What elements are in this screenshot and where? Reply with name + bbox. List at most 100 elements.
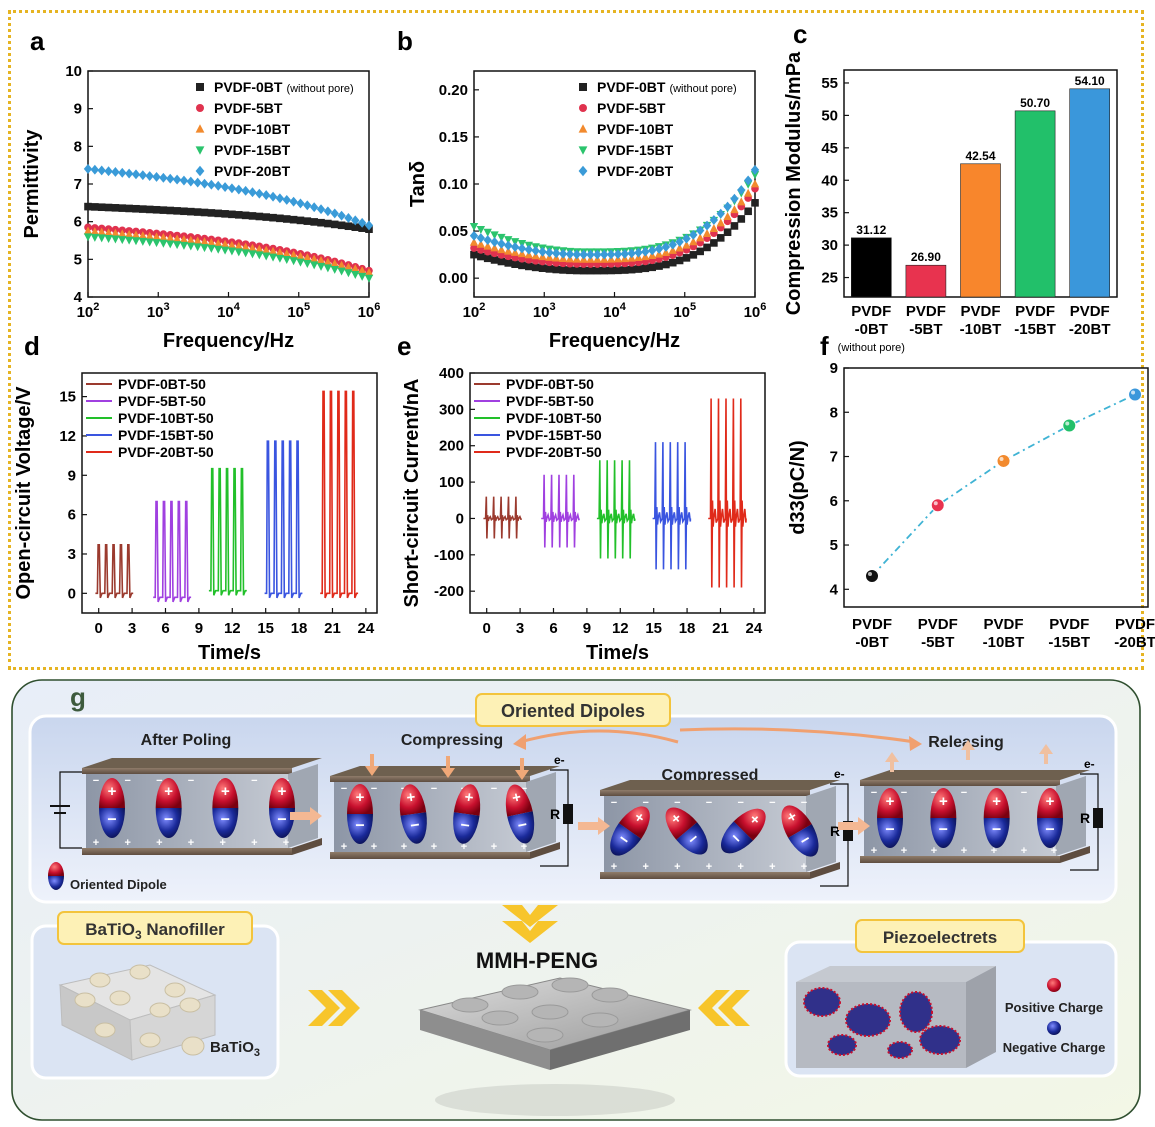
data-point [200, 244, 209, 253]
bar-value-label: 31.12 [856, 223, 886, 237]
legend: PVDF-0BT (without pore) PVDF-5BT PVDF-10BT P… [578, 79, 737, 179]
data-point [579, 266, 588, 275]
data-point [330, 220, 339, 229]
data-point [517, 243, 527, 254]
data-point [572, 249, 581, 260]
minus-charge: − [521, 783, 527, 795]
data-point [227, 183, 237, 194]
panel-label-e: e [397, 331, 411, 361]
data-point [166, 173, 175, 184]
x-tick-label: PVDF [906, 303, 946, 320]
data-point [139, 205, 147, 213]
x-tick-label: 102 [77, 301, 100, 321]
legend: PVDF-0BT-50PVDF-5BT-50PVDF-10BT-50PVDF-1… [86, 376, 214, 460]
data-point [696, 247, 704, 256]
data-point [689, 251, 698, 259]
plus-sign: + [939, 793, 948, 810]
data-point [289, 250, 298, 259]
y-tick-label: 5 [74, 251, 82, 268]
legend-marker [578, 146, 588, 155]
minus-sign: − [277, 812, 286, 829]
data-point [337, 260, 346, 269]
data-point [97, 234, 106, 243]
device-front [420, 1010, 550, 1070]
x-tick-label: 106 [744, 301, 767, 321]
legend-label: PVDF-5BT [597, 100, 666, 116]
x-tick-label: 0 [483, 620, 491, 637]
bar [850, 237, 892, 298]
y-tick-label: 0.05 [439, 223, 468, 240]
legend-dipole-neg [48, 876, 64, 890]
x-tick-label: PVDF [852, 616, 892, 633]
x-tick-label: 12 [224, 620, 241, 637]
bar-value-label: 50.70 [1020, 96, 1050, 110]
dipole-positive [733, 808, 766, 841]
data-point [330, 265, 339, 274]
data-point [159, 239, 168, 248]
data-point [510, 242, 520, 252]
data-point [268, 246, 278, 255]
down-chevron [502, 921, 558, 943]
plus-charge: + [801, 861, 807, 873]
data-point [282, 194, 291, 205]
y-tick-label: 4 [74, 289, 83, 306]
legend-marker [195, 165, 205, 177]
x-tick-label: 104 [603, 301, 627, 321]
data-point [483, 228, 492, 237]
stage-label: After Poling [141, 732, 232, 749]
legend-label: PVDF-20BT-50 [118, 444, 214, 460]
data-point [131, 237, 141, 246]
data-point [490, 249, 499, 258]
minus-sign: − [221, 812, 230, 829]
data-point [207, 179, 216, 190]
legend-label: PVDF-15BT [214, 142, 291, 158]
piezo-block-side [966, 966, 996, 1068]
series-PVDF-10BT [83, 226, 374, 276]
plus-charge: + [219, 837, 225, 849]
legend-label: PVDF-5BT-50 [118, 393, 206, 409]
device-dimple [591, 987, 629, 1003]
data-point [483, 247, 492, 256]
y-tick-label: 300 [439, 401, 464, 418]
data-point [723, 228, 732, 237]
data-point [344, 222, 353, 231]
plus-charge: + [341, 841, 347, 853]
x-tick-label: 24 [746, 620, 763, 637]
minus-charge: − [491, 783, 497, 795]
data-point [214, 245, 223, 254]
data-point [152, 205, 161, 214]
batio3-particle [129, 964, 151, 980]
dipole: +− [983, 788, 1010, 849]
plus-charge: + [431, 841, 437, 853]
data-point [730, 222, 739, 230]
legend-marker [579, 83, 587, 91]
data-point [357, 272, 367, 281]
x-tick-label: -20BT [1069, 321, 1111, 338]
legend-marker [196, 104, 204, 112]
data-point [552, 265, 561, 274]
y-tick-label: 9 [74, 101, 82, 118]
data-point [593, 249, 602, 260]
x-tick-label: 6 [161, 620, 169, 637]
legend-label: PVDF-20BT [214, 163, 291, 179]
data-point [483, 235, 492, 246]
dipole-positive [155, 778, 182, 808]
y-axis-title: d33(pC/N) [787, 440, 809, 534]
y-tick-label: 200 [439, 438, 464, 455]
electron-label: e- [554, 753, 565, 767]
x-axis-title: Frequency/Hz [549, 330, 680, 352]
data-point [750, 179, 760, 188]
data-point [207, 244, 216, 253]
data-point [214, 209, 223, 218]
point-highlight [1131, 390, 1136, 395]
data-point [323, 257, 333, 266]
x-tick-label: 104 [217, 301, 241, 321]
top-plate [860, 770, 1090, 780]
data-point [586, 266, 595, 275]
data-point [751, 199, 759, 207]
plot-frame [469, 372, 766, 614]
minus-charge: − [251, 775, 257, 787]
x-tick-label: 18 [679, 620, 696, 637]
legend-label: PVDF-10BT [214, 121, 291, 137]
data-point [613, 249, 623, 260]
